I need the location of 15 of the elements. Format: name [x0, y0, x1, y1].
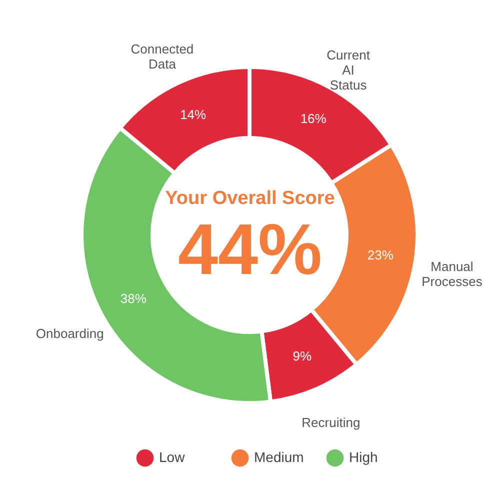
slice-label: Onboarding	[36, 326, 104, 341]
slice-label: Recruiting	[302, 415, 360, 430]
data-label: 38%	[120, 290, 147, 306]
text: Low	[159, 449, 186, 465]
data-label: 23%	[367, 248, 394, 263]
text: Your Overall Score	[165, 188, 335, 209]
slice-label: Connected Data	[130, 42, 194, 72]
slice-label: Current AI Status	[326, 47, 370, 92]
data-label: 9%	[292, 348, 312, 364]
data-label: 14%	[180, 107, 207, 122]
text: 44%	[178, 210, 322, 290]
text: High	[349, 449, 378, 465]
data-label: 16%	[300, 110, 327, 126]
text: Medium	[254, 449, 304, 465]
slice-label: Manual Processes	[422, 259, 483, 290]
